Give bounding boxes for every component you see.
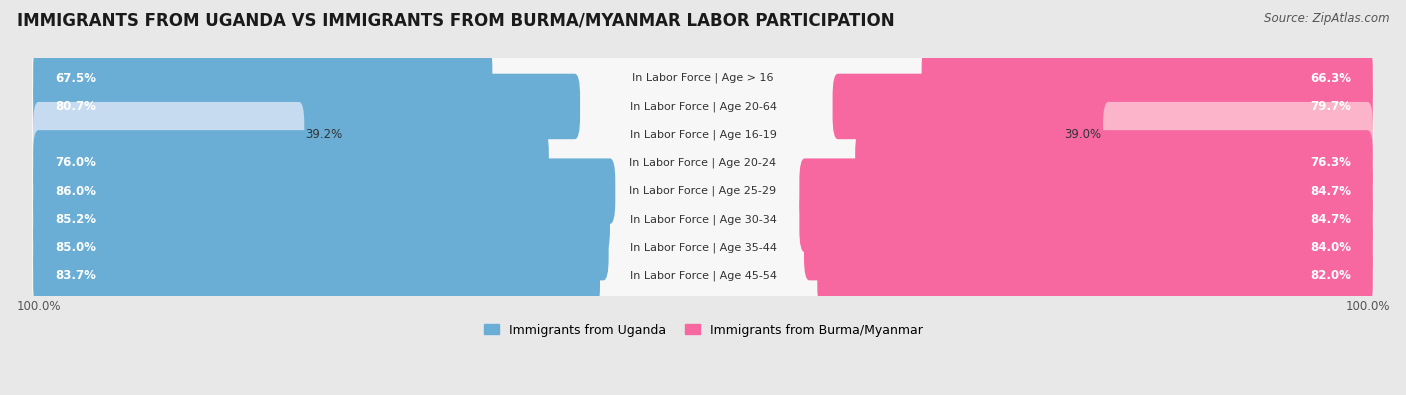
Text: 76.0%: 76.0% [55,156,96,169]
FancyBboxPatch shape [30,100,1376,169]
FancyBboxPatch shape [817,243,1372,308]
FancyBboxPatch shape [34,243,600,308]
FancyBboxPatch shape [32,222,1374,274]
Text: In Labor Force | Age 35-44: In Labor Force | Age 35-44 [630,243,776,253]
FancyBboxPatch shape [30,44,1376,113]
Text: 84.0%: 84.0% [1310,241,1351,254]
FancyBboxPatch shape [30,213,1376,282]
FancyBboxPatch shape [34,45,492,111]
Text: 84.7%: 84.7% [1310,184,1351,198]
FancyBboxPatch shape [32,137,1374,189]
FancyBboxPatch shape [1104,102,1372,167]
Text: In Labor Force | Age 45-54: In Labor Force | Age 45-54 [630,271,776,281]
FancyBboxPatch shape [832,74,1372,139]
FancyBboxPatch shape [32,81,1374,132]
FancyBboxPatch shape [34,158,616,224]
FancyBboxPatch shape [32,194,1374,245]
FancyBboxPatch shape [34,215,609,280]
FancyBboxPatch shape [30,128,1376,198]
Text: 83.7%: 83.7% [55,269,96,282]
FancyBboxPatch shape [34,74,581,139]
Text: In Labor Force | Age 30-34: In Labor Force | Age 30-34 [630,214,776,225]
Text: 80.7%: 80.7% [55,100,96,113]
FancyBboxPatch shape [804,215,1372,280]
Text: In Labor Force | Age 25-29: In Labor Force | Age 25-29 [630,186,776,196]
FancyBboxPatch shape [32,165,1374,217]
Text: 39.0%: 39.0% [1064,128,1102,141]
Text: In Labor Force | Age 20-24: In Labor Force | Age 20-24 [630,158,776,168]
FancyBboxPatch shape [30,185,1376,254]
Text: 86.0%: 86.0% [55,184,96,198]
Text: In Labor Force | Age 16-19: In Labor Force | Age 16-19 [630,130,776,140]
FancyBboxPatch shape [800,187,1372,252]
Text: 66.3%: 66.3% [1310,72,1351,85]
Text: 79.7%: 79.7% [1310,100,1351,113]
Text: 76.3%: 76.3% [1310,156,1351,169]
Text: Source: ZipAtlas.com: Source: ZipAtlas.com [1264,12,1389,25]
Text: 85.2%: 85.2% [55,213,96,226]
FancyBboxPatch shape [34,187,610,252]
Text: 84.7%: 84.7% [1310,213,1351,226]
FancyBboxPatch shape [30,241,1376,310]
FancyBboxPatch shape [30,72,1376,141]
Text: IMMIGRANTS FROM UGANDA VS IMMIGRANTS FROM BURMA/MYANMAR LABOR PARTICIPATION: IMMIGRANTS FROM UGANDA VS IMMIGRANTS FRO… [17,12,894,30]
FancyBboxPatch shape [30,157,1376,226]
FancyBboxPatch shape [32,250,1374,302]
Text: 67.5%: 67.5% [55,72,96,85]
Text: 82.0%: 82.0% [1310,269,1351,282]
Legend: Immigrants from Uganda, Immigrants from Burma/Myanmar: Immigrants from Uganda, Immigrants from … [478,319,928,342]
FancyBboxPatch shape [32,109,1374,161]
FancyBboxPatch shape [32,52,1374,104]
FancyBboxPatch shape [34,102,304,167]
FancyBboxPatch shape [34,130,548,196]
FancyBboxPatch shape [921,45,1372,111]
FancyBboxPatch shape [855,130,1372,196]
Text: In Labor Force | Age > 16: In Labor Force | Age > 16 [633,73,773,83]
Text: 39.2%: 39.2% [305,128,343,141]
Text: In Labor Force | Age 20-64: In Labor Force | Age 20-64 [630,101,776,112]
FancyBboxPatch shape [800,158,1372,224]
Text: 85.0%: 85.0% [55,241,96,254]
